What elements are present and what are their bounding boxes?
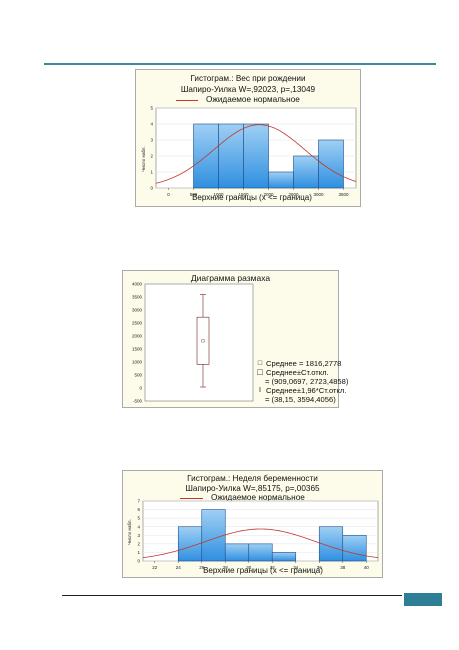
- x-tick-label: 30: [246, 565, 252, 570]
- y-axis-label: Число набл.: [127, 519, 132, 544]
- legend-item: □ Среднее±Ст.откл.: [256, 367, 348, 378]
- y-tick-label: 5: [150, 106, 153, 111]
- y-tick-label: 4: [137, 524, 140, 529]
- chart-title: Гистограм.: Вес при рождении: [190, 74, 306, 83]
- y-tick-label: 0: [137, 559, 140, 564]
- legend-item-text: Среднее±1,96*Ст.откл.: [266, 386, 347, 395]
- x-tick-label: 26: [199, 565, 205, 570]
- legend-line-icon: [176, 100, 198, 101]
- x-tick-label: 28: [223, 565, 229, 570]
- x-tick-label: 38: [340, 565, 346, 570]
- y-tick-label: 1: [150, 170, 153, 175]
- footer-rule: [62, 595, 402, 596]
- legend-item-text: Среднее = 1816,2778: [266, 359, 342, 368]
- x-tick-label: 3500: [338, 192, 349, 197]
- histogram-bar: [218, 123, 244, 189]
- legend-label: Ожидаемое нормальное: [211, 493, 305, 502]
- y-tick-label: 2: [137, 541, 140, 546]
- y-tick-label: 2000: [132, 334, 143, 339]
- legend-item: = (909,0697, 2723,4858): [256, 377, 348, 386]
- y-tick-label: 1: [137, 550, 140, 555]
- legend-item-text: = (909,0697, 2723,4858): [265, 377, 349, 386]
- chart-title: Диаграмма размаха: [190, 273, 271, 283]
- legend-item-text: = (38,15, 3594,4056): [265, 395, 336, 404]
- histogram-bar: [224, 543, 250, 562]
- boxplot-birth-weight: Диаграмма размаха 4000 3500 3000 2500 2000 15…: [122, 270, 348, 408]
- y-tick-label: 4000: [132, 282, 143, 287]
- normal-curve: [155, 124, 357, 184]
- legend-item: = (38,15, 3594,4056): [256, 395, 348, 404]
- histogram-birth-weight: Гистограм.: Вес при рождении Шапиро-Уилк…: [135, 69, 361, 207]
- legend-item-text: Среднее±Ст.откл.: [266, 368, 329, 377]
- y-tick-label: 0: [150, 186, 153, 191]
- x-tick-label: 2000: [263, 192, 274, 197]
- legend-line-icon: [180, 498, 203, 499]
- x-axis-label: Верхние границы (x <= граница): [192, 193, 312, 202]
- plot-area: 4000 3500 3000 2500 2000 1500 1000 500 0 -500: [132, 282, 254, 404]
- x-tick-label: 32: [270, 565, 276, 570]
- y-axis-label: Число набл.: [141, 146, 146, 171]
- legend-item: I Среднее±1,96*Ст.откл.: [256, 386, 348, 395]
- chart-subtitle: Шапиро-Уилка W=,85175, p=,00365: [185, 484, 320, 493]
- y-tick-label: 2: [150, 154, 153, 159]
- normal-curve: [142, 528, 379, 559]
- x-axis-label: Верхние границы (x <= граница): [203, 566, 323, 575]
- header-rule: [44, 63, 436, 65]
- sd-box: [196, 316, 210, 365]
- histogram-bar: [342, 534, 367, 562]
- y-tick-label: 1500: [132, 347, 143, 352]
- chart-title: Гистограм.: Неделя беременности: [187, 474, 318, 483]
- histogram-bar: [248, 543, 273, 562]
- whisker-icon: I: [259, 387, 261, 394]
- histogram-bar: [243, 123, 269, 189]
- y-tick-label: 3: [137, 533, 140, 538]
- box-swatch-icon: □: [257, 367, 263, 377]
- boxplot-legend: □ Среднее = 1816,2778 □ Среднее±Ст.откл.…: [256, 359, 348, 404]
- x-tick-label: 0: [167, 192, 170, 197]
- x-tick-label: 1000: [213, 192, 224, 197]
- x-tick-label: 22: [152, 565, 158, 570]
- y-tick-label: 5: [137, 516, 140, 521]
- legend-label: Ожидаемое нормальное: [206, 95, 300, 104]
- x-tick-label: 500: [190, 192, 198, 197]
- y-tick-label: 0: [139, 386, 142, 391]
- y-tick-label: 3000: [132, 308, 143, 313]
- histogram-bar: [293, 155, 319, 189]
- histogram-bar: [201, 509, 226, 562]
- x-tick-label: 40: [364, 565, 370, 570]
- y-tick-label: 1000: [132, 360, 143, 365]
- page-number-tab: [404, 593, 442, 606]
- y-tick-label: 4: [150, 122, 153, 127]
- histogram-bar: [268, 171, 294, 189]
- mean-marker: [201, 339, 205, 343]
- x-tick-label: 24: [176, 565, 182, 570]
- y-tick-label: 6: [137, 507, 140, 512]
- mean-marker-icon: □: [257, 360, 263, 367]
- y-tick-label: 500: [134, 373, 142, 378]
- histogram-bar: [271, 552, 297, 562]
- x-tick-label: 3000: [313, 192, 324, 197]
- plot-area: 0 1 2 3 4 5 0 500 1000 1500 2000 2500 3000 3500 Число…: [141, 106, 357, 202]
- x-tick-label: 36: [317, 565, 323, 570]
- chart-subtitle: Шапиро-Уилка W=,92023, p=,13049: [180, 85, 316, 94]
- x-tick-label: 1500: [238, 192, 249, 197]
- x-tick-label: 34: [293, 565, 299, 570]
- y-tick-label: 3500: [132, 295, 143, 300]
- y-tick-label: 7: [137, 499, 140, 504]
- legend-item: □ Среднее = 1816,2778: [256, 359, 348, 368]
- y-tick-label: 2500: [132, 321, 143, 326]
- histogram-gestation-week: Гистограм.: Неделя беременности Шапиро-У…: [122, 470, 383, 578]
- y-tick-label: 3: [150, 138, 153, 143]
- x-tick-label: 2500: [288, 192, 299, 197]
- y-tick-label: -500: [133, 399, 143, 404]
